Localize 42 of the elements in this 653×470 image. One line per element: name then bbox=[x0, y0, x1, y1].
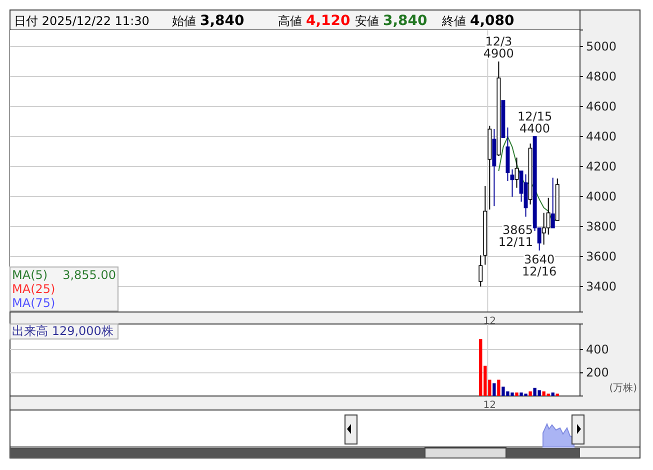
candlestick bbox=[514, 157, 519, 188]
y-tick-label: 4000 bbox=[586, 189, 617, 204]
y-tick-label: 5000 bbox=[586, 39, 617, 54]
text: 4,080 bbox=[470, 13, 515, 29]
x-tick-label: 12 bbox=[483, 400, 496, 411]
bar bbox=[551, 392, 554, 396]
text: 終値 bbox=[441, 14, 466, 28]
annotation: 12/15 4400 bbox=[518, 110, 552, 136]
y-tick-label: 400 bbox=[586, 342, 609, 356]
y-tick-label: 3800 bbox=[586, 219, 617, 234]
bar bbox=[479, 339, 482, 396]
legend-label: MA(75) bbox=[12, 296, 56, 310]
text: 始値 bbox=[172, 14, 196, 28]
bar bbox=[492, 383, 496, 396]
text: 4,120 bbox=[306, 13, 351, 29]
text: MA(5) bbox=[12, 268, 48, 282]
text: 日付 2025/12/22 11:30 bbox=[14, 14, 150, 28]
text: 3,855.00 bbox=[62, 268, 116, 282]
y-tick-label: 4200 bbox=[586, 159, 617, 174]
y-tick-label: 200 bbox=[586, 366, 609, 380]
text: 安値 bbox=[355, 14, 379, 28]
candlestick bbox=[478, 254, 483, 287]
candlestick bbox=[510, 168, 514, 198]
annotation: 3640 12/16 bbox=[522, 252, 557, 278]
text: 3,840 bbox=[200, 13, 245, 29]
text: 出来高 129,000株 bbox=[12, 324, 114, 338]
bar bbox=[528, 391, 532, 396]
y-tick-label: 4600 bbox=[586, 99, 617, 114]
text: 3,840 bbox=[383, 13, 428, 29]
candlestick bbox=[546, 197, 550, 236]
bar bbox=[515, 392, 518, 396]
annotation: 12/3 4900 bbox=[483, 34, 514, 60]
bar bbox=[497, 380, 500, 396]
y-tick-label: 4400 bbox=[586, 129, 617, 144]
text: 高値 bbox=[278, 14, 302, 28]
y-tick-label: 3600 bbox=[586, 249, 617, 264]
y-tick-label: 3400 bbox=[586, 279, 617, 294]
legend-label: MA(25) bbox=[12, 282, 56, 296]
y-axis-title: (万株) bbox=[609, 382, 638, 394]
annotation: 3865 12/11 bbox=[498, 223, 533, 249]
candlestick bbox=[550, 177, 555, 228]
y-tick-label: 4800 bbox=[586, 69, 617, 84]
